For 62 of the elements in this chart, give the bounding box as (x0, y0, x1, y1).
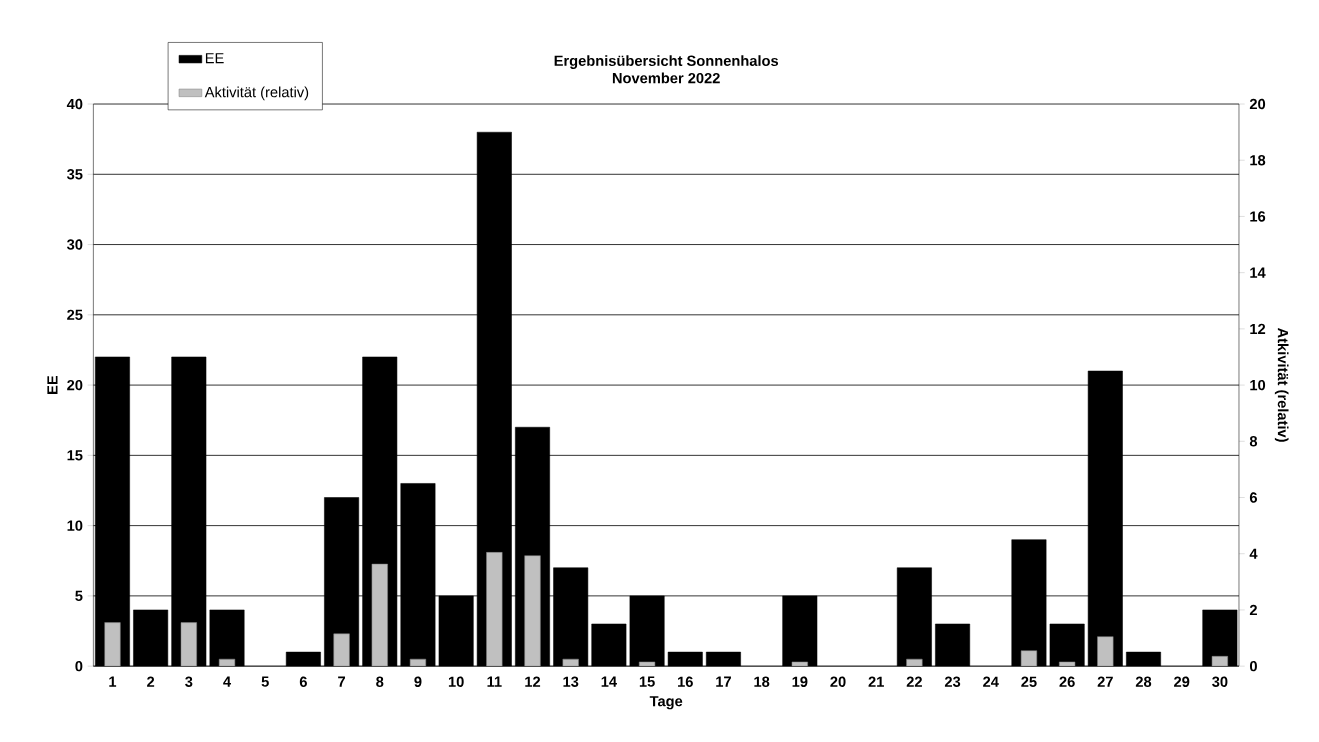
x-tick-label: 13 (563, 676, 579, 687)
y2-tick-label: 18 (1250, 154, 1266, 166)
y2-tick-label: 14 (1250, 267, 1266, 278)
y2-tick-label: 12 (1250, 323, 1266, 334)
y2-tick-label: 16 (1250, 211, 1266, 222)
x-tick-label: 20 (830, 676, 846, 687)
x-axis-title: Tage (649, 696, 683, 710)
y-axis-title: EE (47, 375, 58, 394)
y-tick-label: 15 (67, 450, 83, 461)
bar (524, 555, 541, 667)
x-tick-label: 17 (716, 676, 731, 687)
x-tick-label: 9 (414, 676, 422, 687)
bar (486, 551, 503, 667)
legend-label: EE (205, 53, 224, 64)
y-tick-label: 40 (66, 98, 83, 110)
x-tick-label: 3 (185, 676, 193, 687)
y2-tick-label: 0 (1249, 660, 1257, 672)
x-tick-label: 16 (678, 676, 693, 687)
y2-tick-label: 10 (1250, 379, 1266, 391)
x-tick-label: 22 (906, 676, 922, 687)
y-tick-label: 25 (67, 309, 83, 320)
x-tick-label: 21 (868, 676, 884, 687)
chart-title: Ergebnisübersicht Sonnenhalos (554, 55, 779, 69)
x-tick-label: 27 (1097, 676, 1113, 687)
x-tick-label: 19 (792, 676, 808, 687)
y2-axis-title: Atkivität (relativ) (1274, 327, 1289, 442)
y2-tick-label: 2 (1249, 604, 1257, 615)
x-tick-label: 5 (261, 676, 269, 687)
y2-tick-label: 8 (1249, 436, 1258, 447)
x-tick-label: 23 (944, 676, 961, 687)
x-tick-label: 4 (223, 676, 232, 687)
x-tick-label: 28 (1135, 676, 1152, 687)
x-tick-label: 25 (1021, 676, 1037, 687)
x-tick-label: 14 (601, 676, 617, 687)
x-tick-label: 1 (109, 676, 117, 687)
x-tick-label: 29 (1174, 676, 1190, 687)
x-tick-label: 30 (1212, 676, 1228, 687)
x-tick-label: 6 (299, 676, 307, 687)
y2-tick-label: 6 (1249, 492, 1258, 503)
chart-subtitle: November 2022 (612, 72, 720, 84)
y-tick-label: 10 (67, 520, 83, 531)
bar (333, 633, 350, 667)
x-tick-label: 10 (448, 676, 464, 687)
legend-label: Aktivität (relativ) (204, 86, 309, 101)
x-tick-label: 12 (525, 676, 541, 687)
y-tick-label: 0 (75, 660, 83, 672)
y-tick-label: 5 (75, 590, 83, 601)
x-tick-label: 11 (487, 676, 502, 687)
x-tick-label: 26 (1059, 676, 1075, 687)
x-tick-label: 8 (376, 676, 384, 687)
bar (1097, 636, 1114, 667)
x-tick-label: 18 (754, 676, 770, 687)
y-tick-label: 35 (66, 169, 83, 180)
x-tick-label: 15 (639, 676, 655, 687)
x-tick-label: 7 (338, 676, 346, 687)
x-tick-label: 24 (983, 676, 999, 687)
y2-tick-label: 4 (1249, 548, 1258, 559)
y2-tick-label: 20 (1249, 98, 1266, 110)
bar (104, 622, 121, 667)
y-tick-label: 20 (67, 379, 83, 391)
y-tick-label: 30 (66, 239, 83, 250)
x-tick-label: 2 (147, 676, 155, 687)
